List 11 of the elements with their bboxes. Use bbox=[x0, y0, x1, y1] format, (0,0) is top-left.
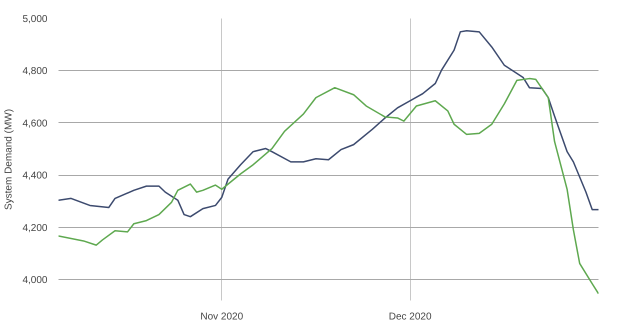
y-tick-label: 5,000 bbox=[22, 14, 48, 25]
y-tick-label: 4,800 bbox=[22, 66, 48, 78]
y-tick-label: 4,400 bbox=[22, 170, 48, 182]
line-series bbox=[58, 30, 598, 218]
y-tick-label: 4,600 bbox=[22, 118, 48, 130]
line-series bbox=[58, 78, 598, 294]
x-tick-label: Nov 2020 bbox=[200, 312, 244, 322]
y-axis-title: System Demand (MW) bbox=[3, 108, 14, 210]
x-tick-label: Dec 2020 bbox=[388, 312, 432, 322]
y-tick-label: 4,000 bbox=[22, 275, 48, 286]
y-tick-label: 4,200 bbox=[22, 222, 48, 234]
